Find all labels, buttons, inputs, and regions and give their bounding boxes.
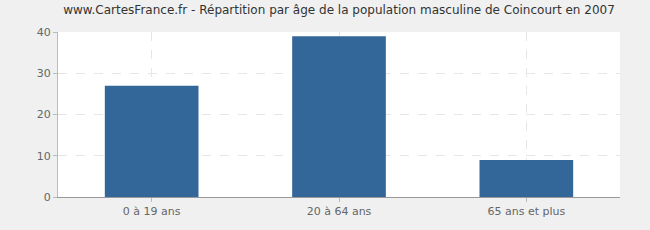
svg-text:10: 10 <box>37 150 51 163</box>
svg-text:0 à 19 ans: 0 à 19 ans <box>123 205 181 218</box>
svg-text:30: 30 <box>37 67 51 80</box>
svg-text:0: 0 <box>44 191 51 204</box>
svg-text:40: 40 <box>37 26 51 39</box>
svg-text:www.CartesFrance.fr - Répartit: www.CartesFrance.fr - Répartition par âg… <box>63 3 615 17</box>
svg-text:20: 20 <box>37 108 51 121</box>
svg-text:65 ans et plus: 65 ans et plus <box>487 205 565 218</box>
svg-text:20 à 64 ans: 20 à 64 ans <box>307 205 372 218</box>
